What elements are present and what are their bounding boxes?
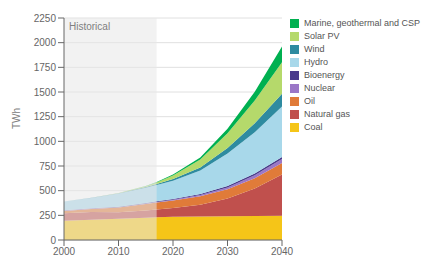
html-text:Nuclear: Nuclear: [304, 83, 335, 93]
svg-text:Historical: Historical: [69, 21, 110, 32]
svg-text:2020: 2020: [162, 246, 185, 257]
svg-text:1000: 1000: [34, 136, 57, 147]
svg-text:TWh: TWh: [11, 108, 22, 129]
svg-text:1500: 1500: [34, 87, 57, 98]
svg-text:1250: 1250: [34, 111, 57, 122]
svg-text:250: 250: [39, 210, 56, 221]
html-text:Coal: Coal: [304, 122, 323, 132]
svg-text:2040: 2040: [271, 246, 294, 257]
html-text:Natural gas: Natural gas: [304, 109, 350, 119]
svg-text:2030: 2030: [216, 246, 239, 257]
html-text:Oil: Oil: [304, 96, 315, 106]
html-text:Bioenergy: Bioenergy: [304, 70, 345, 80]
svg-text:2250: 2250: [34, 13, 57, 24]
html-text:Marine, geothermal and CSP: Marine, geothermal and CSP: [304, 18, 421, 28]
html-text:Solar PV: Solar PV: [304, 31, 340, 41]
svg-text:2000: 2000: [34, 37, 57, 48]
svg-text:1750: 1750: [34, 62, 57, 73]
svg-text:2010: 2010: [107, 246, 130, 257]
svg-text:750: 750: [39, 161, 56, 172]
svg-text:500: 500: [39, 185, 56, 196]
svg-text:2000: 2000: [53, 246, 76, 257]
html-text:Hydro: Hydro: [304, 57, 328, 67]
svg-text:0: 0: [50, 235, 56, 246]
html-text:Wind: Wind: [304, 44, 325, 54]
